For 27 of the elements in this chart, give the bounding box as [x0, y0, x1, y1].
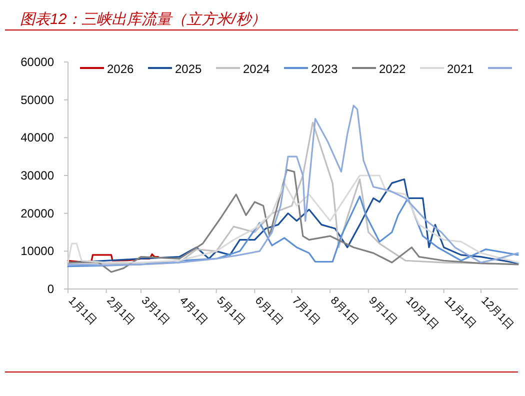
legend-label: 2023 — [311, 62, 338, 76]
legend-label: 2026 — [107, 62, 134, 76]
x-tick-label: 4月1日 — [177, 294, 210, 328]
y-tick-label: 0 — [47, 282, 54, 296]
y-tick-label: 20000 — [20, 206, 54, 220]
x-tick-label: 6月1日 — [252, 294, 286, 328]
x-tick-label: 10月1日 — [403, 294, 440, 332]
x-tick-label: 2月1日 — [104, 294, 137, 328]
legend-label: 2024 — [243, 62, 270, 76]
x-tick-label: 12月1日 — [478, 294, 516, 332]
x-tick-label: 7月1日 — [290, 294, 322, 328]
y-tick-label: 30000 — [20, 168, 54, 182]
legend-label: 2025 — [175, 62, 202, 76]
x-tick-label: 9月1日 — [366, 294, 399, 328]
x-tick-label: 1月1日 — [66, 294, 99, 328]
x-tick-label: 11月1日 — [442, 294, 478, 332]
line-series — [67, 196, 519, 268]
y-tick-label: 60000 — [20, 55, 54, 69]
chart-title: 图表12：三峡出库流量（立方米/秒） — [20, 11, 266, 28]
x-tick-label: 8月1日 — [328, 294, 361, 328]
legend-label: 2022 — [379, 62, 406, 76]
x-tick-label: 5月1日 — [214, 294, 247, 328]
legend-label: 2021 — [447, 62, 474, 76]
y-tick-label: 40000 — [20, 130, 54, 145]
y-tick-label: 10000 — [20, 244, 54, 258]
x-tick-label: 3月1日 — [138, 294, 172, 328]
y-tick-label: 50000 — [20, 92, 54, 107]
